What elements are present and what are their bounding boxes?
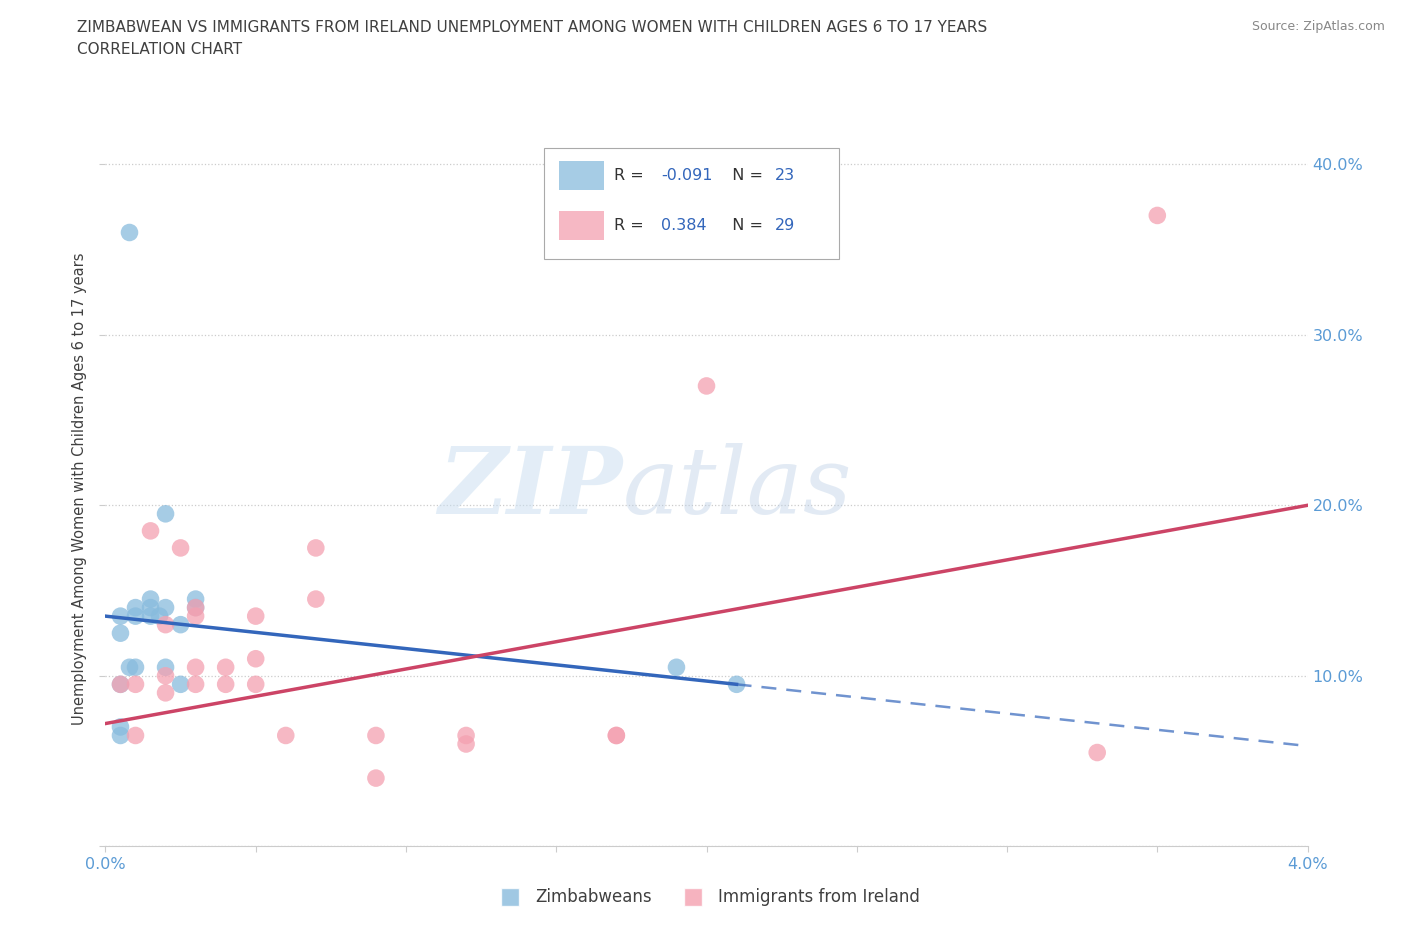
Point [605, 728, 627, 743]
Point [110, 720, 132, 735]
Text: 23: 23 [775, 167, 796, 183]
Point [110, 626, 132, 641]
Point [124, 677, 146, 692]
Y-axis label: Unemployment Among Women with Children Ages 6 to 17 years: Unemployment Among Women with Children A… [72, 252, 87, 724]
Point [245, 677, 267, 692]
Point [155, 600, 177, 615]
Text: -0.091: -0.091 [661, 167, 713, 183]
Point [139, 591, 162, 606]
Text: ZIP: ZIP [439, 444, 623, 533]
Point [155, 669, 177, 684]
Point [184, 609, 207, 624]
Point [725, 677, 748, 692]
Text: Source: ZipAtlas.com: Source: ZipAtlas.com [1251, 20, 1385, 33]
Point [305, 540, 328, 555]
Point [139, 609, 162, 624]
Point [184, 600, 207, 615]
Point [139, 524, 162, 538]
Text: R =: R = [614, 218, 648, 232]
Point [1085, 745, 1108, 760]
Text: N =: N = [723, 167, 768, 183]
Text: R =: R = [614, 167, 648, 183]
Point [124, 609, 146, 624]
Text: atlas: atlas [623, 444, 852, 533]
Point [155, 618, 177, 632]
Point [124, 660, 146, 675]
Point [214, 660, 236, 675]
Point [110, 609, 132, 624]
Legend: Zimbabweans, Immigrants from Ireland: Zimbabweans, Immigrants from Ireland [486, 882, 927, 913]
Point [605, 728, 627, 743]
Point [184, 600, 207, 615]
Point [155, 685, 177, 700]
Text: 0.384: 0.384 [661, 218, 706, 232]
Point [696, 379, 718, 393]
Point [124, 600, 146, 615]
Point [364, 728, 387, 743]
Point [148, 609, 170, 624]
Point [110, 728, 132, 743]
Bar [558, 211, 605, 240]
Point [118, 660, 141, 675]
Text: ZIMBABWEAN VS IMMIGRANTS FROM IRELAND UNEMPLOYMENT AMONG WOMEN WITH CHILDREN AGE: ZIMBABWEAN VS IMMIGRANTS FROM IRELAND UN… [77, 20, 987, 35]
Point [1146, 208, 1168, 223]
Point [155, 507, 177, 522]
Bar [544, 148, 839, 259]
Point [169, 540, 191, 555]
Point [139, 600, 162, 615]
Point [184, 591, 207, 606]
Point [184, 660, 207, 675]
Point [214, 677, 236, 692]
Point [245, 651, 267, 666]
Point [169, 618, 191, 632]
Point [184, 677, 207, 692]
Point [245, 609, 267, 624]
Point [364, 771, 387, 786]
Text: CORRELATION CHART: CORRELATION CHART [77, 42, 242, 57]
Point [274, 728, 297, 743]
Point [110, 677, 132, 692]
Point [454, 728, 477, 743]
Point [169, 677, 191, 692]
Bar [558, 161, 605, 190]
Point [124, 728, 146, 743]
Point [110, 677, 132, 692]
Point [305, 591, 328, 606]
Point [118, 225, 141, 240]
Point [454, 737, 477, 751]
Point [155, 660, 177, 675]
Text: 29: 29 [775, 218, 796, 232]
Text: N =: N = [723, 218, 768, 232]
Point [665, 660, 688, 675]
